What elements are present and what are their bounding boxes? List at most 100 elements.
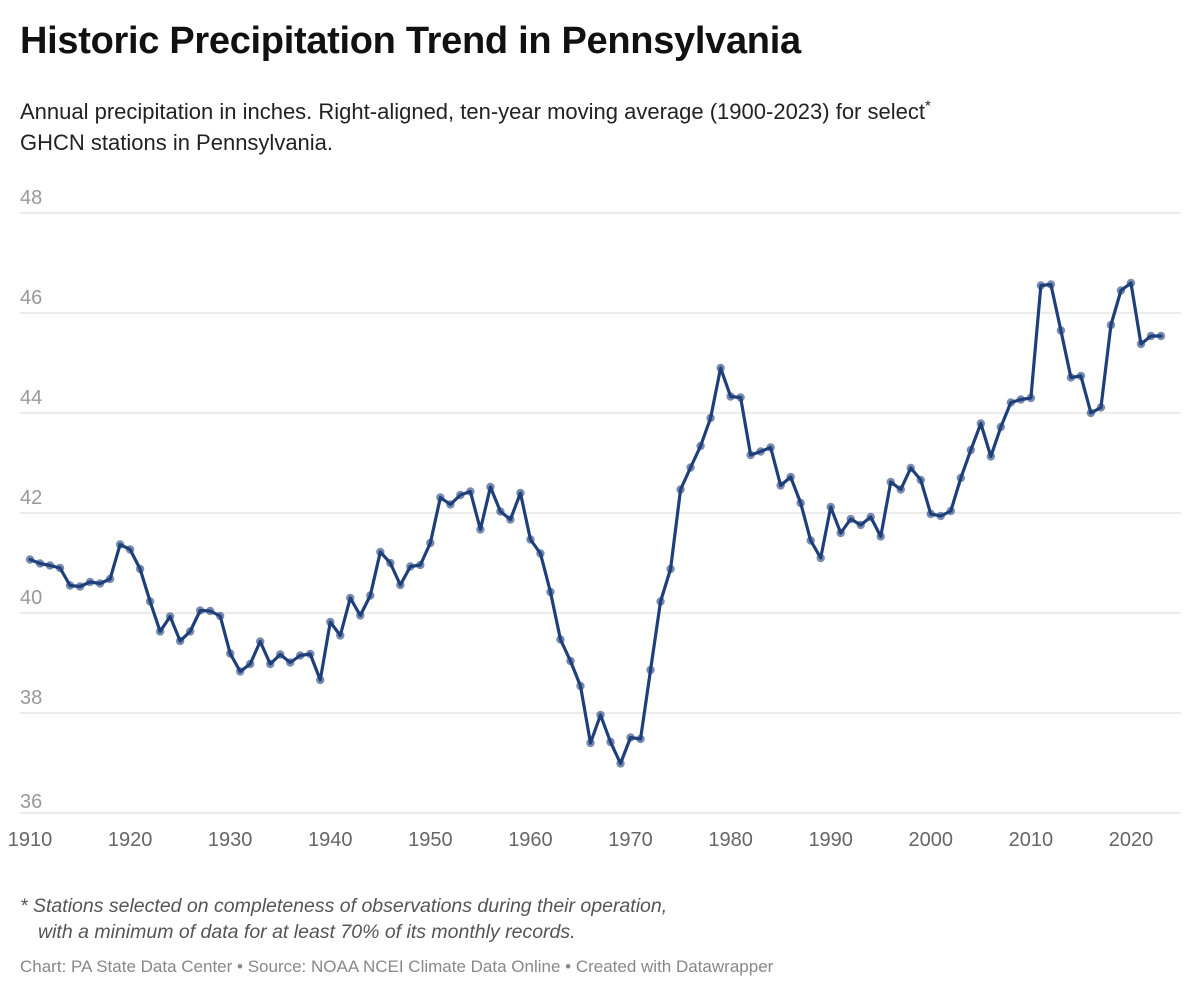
data-point (466, 487, 475, 496)
x-tick-label: 1920 (108, 829, 153, 851)
data-point (85, 577, 95, 587)
data-point (75, 582, 85, 591)
data-point (766, 443, 775, 452)
footnote-line1: * Stations selected on completeness of o… (20, 895, 668, 917)
data-point (736, 393, 745, 402)
footnote-line2: with a minimum of data for at least 70% … (38, 921, 576, 943)
data-point (996, 422, 1006, 432)
data-point (35, 559, 45, 568)
data-point (576, 681, 585, 691)
data-point (486, 482, 495, 492)
data-point (135, 564, 145, 574)
data-point (105, 574, 115, 584)
data-point (836, 528, 845, 538)
data-point (956, 473, 966, 483)
data-point (426, 538, 435, 548)
data-point (266, 659, 275, 669)
data-point (1046, 280, 1056, 289)
data-point (496, 507, 505, 516)
data-point (786, 472, 795, 482)
data-point (205, 606, 215, 616)
data-point (986, 452, 996, 461)
data-point (406, 562, 415, 571)
data-point (336, 631, 345, 640)
data-point (856, 520, 865, 530)
x-tick-label: 2010 (1009, 829, 1054, 851)
x-tick-label: 1970 (608, 829, 653, 851)
data-point (235, 667, 245, 676)
x-tick-label: 1930 (208, 829, 253, 851)
data-point (45, 561, 55, 570)
data-point (506, 515, 515, 524)
y-tick-label: 36 (20, 791, 42, 813)
data-point (566, 656, 575, 666)
data-point (1016, 395, 1026, 404)
series-line (28, 281, 1163, 766)
x-tick-label: 1960 (508, 829, 553, 851)
x-tick-label: 2020 (1109, 829, 1154, 851)
chart-credit: Chart: PA State Data Center • Source: NO… (20, 957, 774, 976)
data-point (296, 651, 305, 660)
data-point (95, 579, 105, 588)
data-point (1066, 373, 1076, 382)
chart-subtitle: Annual precipitation in inches. Right-al… (20, 96, 1180, 158)
data-point (356, 611, 365, 620)
y-tick-label: 44 (20, 387, 42, 409)
data-point (416, 560, 425, 570)
data-point (666, 564, 675, 574)
data-point (246, 659, 255, 669)
y-tick-label: 48 (20, 187, 42, 209)
data-point (586, 738, 595, 748)
data-point (346, 593, 355, 603)
data-point (1076, 371, 1086, 381)
data-point (926, 509, 935, 519)
data-point (376, 547, 385, 557)
x-tick-label: 2000 (909, 829, 954, 851)
data-point (526, 535, 535, 544)
data-point (55, 563, 65, 573)
data-point (936, 511, 945, 521)
data-point (796, 498, 805, 508)
y-tick-label: 46 (20, 287, 42, 309)
data-point (976, 419, 986, 428)
data-point (175, 636, 185, 646)
data-point (546, 587, 555, 597)
data-point (656, 597, 665, 606)
data-point (1026, 393, 1036, 403)
subtitle-footnote-marker: * (924, 97, 931, 115)
data-point (326, 617, 335, 627)
data-point (676, 485, 685, 494)
x-axis-ticks: 1910 1920 1930 1940 1950 1960 1970 1980 1990 2000… (8, 829, 1153, 851)
data-point (476, 525, 485, 534)
data-point (115, 540, 125, 549)
x-tick-label: 1950 (408, 829, 453, 851)
data-point (456, 490, 465, 500)
series-points (25, 278, 1166, 768)
data-point (1146, 331, 1156, 341)
data-point (516, 488, 525, 498)
data-point (746, 450, 755, 460)
data-point (1136, 339, 1146, 349)
y-axis-ticks: 36 38 40 42 44 46 48 (20, 187, 42, 813)
x-tick-label: 1940 (308, 829, 353, 851)
data-point (1116, 286, 1126, 295)
data-point (866, 512, 875, 522)
x-tick-label: 1980 (708, 829, 753, 851)
data-point (1056, 326, 1066, 335)
data-point (726, 392, 735, 401)
data-point (1126, 278, 1136, 288)
data-point (436, 493, 445, 502)
data-point (886, 477, 895, 487)
data-point (596, 710, 605, 720)
data-point (946, 506, 955, 516)
data-point (1086, 408, 1096, 418)
grid-lines (20, 212, 1181, 814)
y-tick-label: 42 (20, 487, 42, 509)
data-point (706, 413, 715, 423)
data-point (966, 445, 976, 455)
data-point (756, 447, 765, 456)
data-point (185, 627, 195, 636)
data-point (306, 649, 315, 659)
data-point (1156, 331, 1166, 341)
data-point (286, 658, 295, 667)
